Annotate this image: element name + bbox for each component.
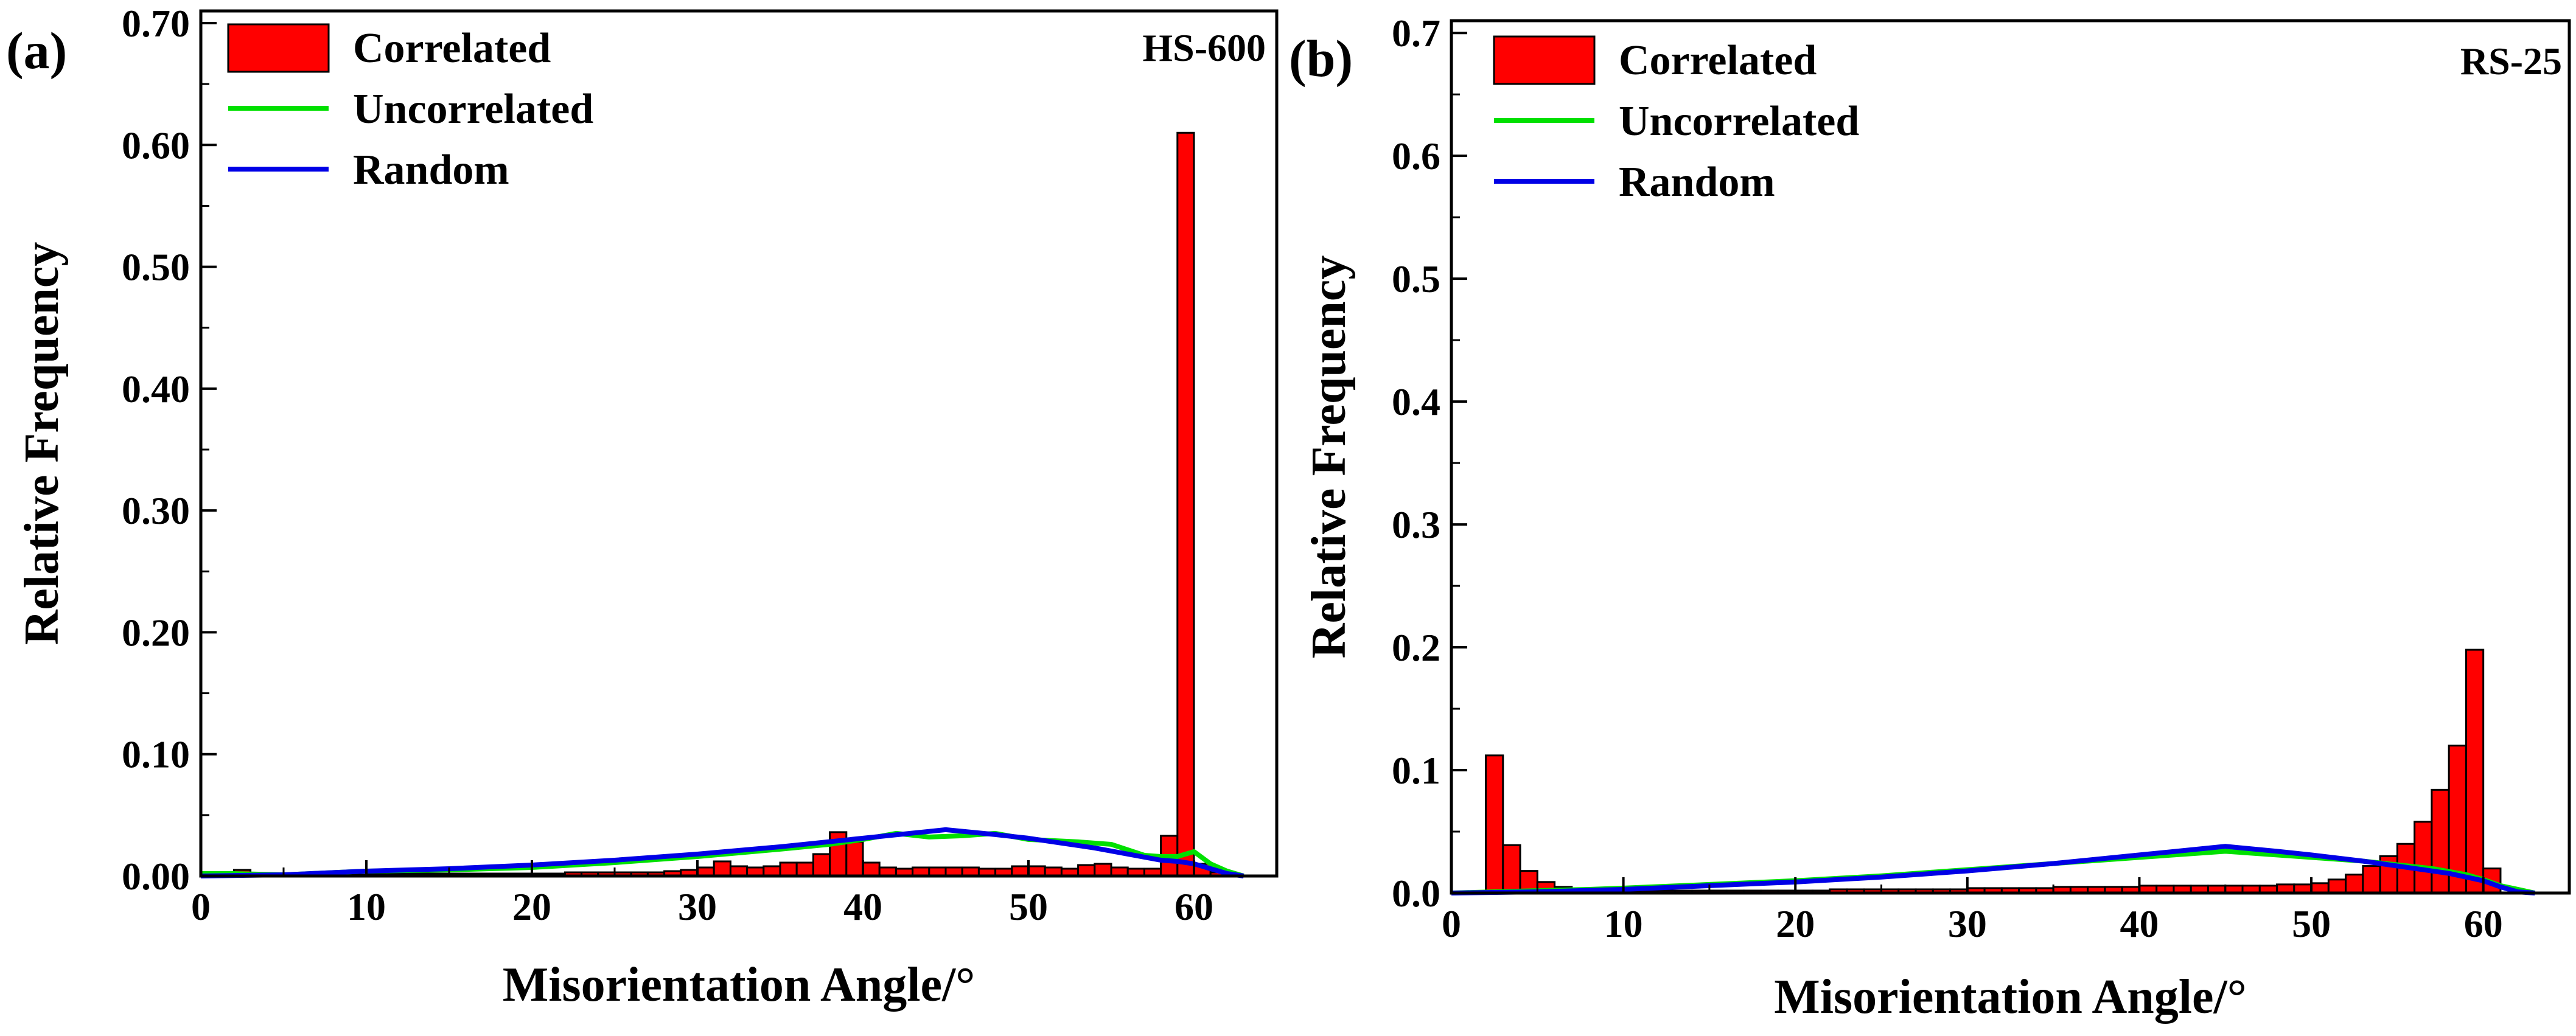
correlated-bar [1485,754,1504,894]
y-tick-label: 0.40 [122,367,190,411]
y-tick-label: 0.0 [1392,872,1440,915]
y-tick-label: 0.60 [122,123,190,167]
panel-letter: (a) [6,21,67,80]
correlated-bar [1176,131,1195,877]
x-tick-label: 20 [512,885,551,928]
x-tick-label: 20 [1776,902,1815,945]
legend-label-uncorrelated: Uncorrelated [353,86,593,133]
y-tick-label: 0.20 [122,611,190,654]
legend-label-random: Random [1619,159,1775,206]
correlated-bar [812,853,831,877]
correlated-bars [1485,648,2502,894]
y-tick-label: 0.30 [122,489,190,532]
correlated-bar [2465,648,2485,894]
correlated-bar [2362,865,2381,894]
legend-swatch-correlated [227,23,330,73]
chart-panel-b: 0 10 20 30 40 50 60 0.0 0.1 0.2 0.3 0.4 0.5 0.6 0.7 Mis… [1289,12,2571,1024]
correlated-bar [2448,745,2467,894]
x-axis-title: Misorientation Angle/° [1774,970,2246,1024]
correlated-bars [232,131,1228,877]
x-tick-label: 50 [2292,902,2331,945]
y-axis-title: Relative Frequency [1302,256,1356,659]
legend-label-random: Random [353,147,509,193]
sample-label: HS-600 [1142,26,1266,69]
x-tick-label: 10 [1604,902,1643,945]
correlated-bar [845,841,864,877]
panel-letter: (b) [1289,29,1353,88]
correlated-bar [2327,878,2347,894]
x-tick-label: 50 [1009,885,1048,928]
correlated-bar [2414,821,2433,894]
y-tick-label: 0.70 [122,2,190,45]
y-tick-label: 0.1 [1392,749,1440,792]
chart-panel-a: 0 10 20 30 40 50 60 0.00 0.10 0.20 0.30 0.40 0.50 0.6… [6,2,1279,1012]
plot-frame [199,9,1279,878]
y-tick-label: 0.5 [1392,257,1440,301]
x-tick-label: 0 [1442,902,1461,945]
legend: Correlated Uncorrelated Random [227,23,593,193]
y-tick-label: 0.3 [1392,503,1440,546]
correlated-bar [1502,844,1521,894]
correlated-bar [862,861,881,877]
x-tick-label: 60 [2464,902,2503,945]
y-axis-title: Relative Frequency [15,242,69,645]
x-tick-label: 0 [191,885,211,928]
x-tick-label: 30 [1948,902,1987,945]
x-axis-title: Misorientation Angle/° [503,958,975,1012]
x-tick-label: 10 [347,885,386,928]
y-tick-label: 0.10 [122,733,190,776]
correlated-bar [1077,864,1096,877]
correlated-bar [2431,788,2450,894]
legend-swatch-correlated [1493,35,1596,85]
random-line [200,827,1244,878]
y-tick-label: 0.7 [1392,12,1440,55]
correlated-bar [713,860,731,877]
sample-label: RS-25 [2460,40,2562,83]
correlated-bar [795,861,814,877]
correlated-bar [779,861,798,877]
y-tick-label: 0.6 [1392,134,1440,178]
x-tick-label: 40 [843,885,882,928]
y-tick-label: 0.4 [1392,380,1440,423]
legend-label-correlated: Correlated [1619,37,1817,84]
x-tick-label: 30 [678,885,717,928]
x-tick-label: 40 [2120,902,2159,945]
correlated-bar [1094,863,1112,877]
plot-frame [1450,19,2571,895]
y-tick-label: 0.50 [122,246,190,289]
legend: Correlated Uncorrelated Random [1493,35,1859,206]
legend-label-uncorrelated: Uncorrelated [1619,98,1859,145]
y-tick-label: 0.00 [122,855,190,898]
x-tick-label: 60 [1175,885,1213,928]
correlated-bar [2345,874,2364,894]
legend-label-correlated: Correlated [353,25,551,72]
y-tick-label: 0.2 [1392,626,1440,669]
